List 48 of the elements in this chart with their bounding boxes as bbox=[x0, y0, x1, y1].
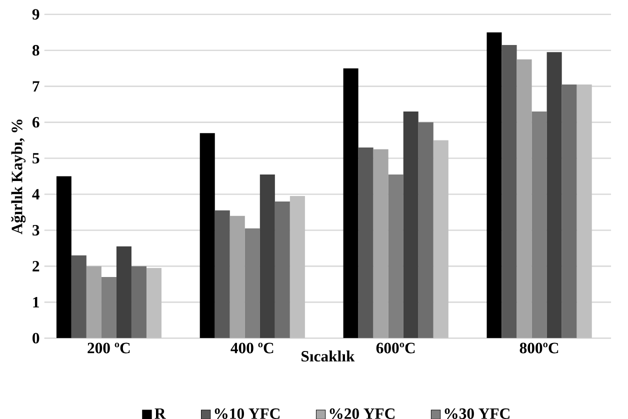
bar bbox=[546, 52, 562, 338]
bar bbox=[373, 149, 388, 338]
y-tick-label: 6 bbox=[32, 116, 40, 128]
y-tick-label: 1 bbox=[33, 296, 39, 308]
bar bbox=[290, 196, 305, 338]
bar bbox=[56, 176, 72, 338]
y-tick-label: 4 bbox=[32, 189, 40, 200]
bar bbox=[200, 133, 215, 338]
y-tick-label: 0 bbox=[32, 332, 40, 344]
bar bbox=[116, 246, 132, 338]
bar bbox=[418, 122, 434, 338]
x-tick-label: 400 ºC bbox=[230, 342, 274, 354]
legend-label: R bbox=[154, 408, 166, 419]
bar bbox=[358, 147, 374, 338]
bar bbox=[562, 84, 577, 338]
bar bbox=[343, 68, 358, 338]
y-tick-label: 9 bbox=[32, 9, 40, 20]
bar bbox=[516, 59, 532, 338]
x-tick-label: 600ºC bbox=[376, 342, 415, 354]
legend-label: %20 YFC bbox=[330, 408, 394, 419]
bar bbox=[131, 266, 146, 338]
bar bbox=[101, 276, 116, 338]
x-axis-title: Sıcaklık bbox=[302, 350, 355, 362]
y-tick-label: 3 bbox=[32, 224, 40, 236]
bar bbox=[433, 140, 448, 338]
bar bbox=[86, 266, 102, 338]
legend-label: %30 YFC bbox=[444, 408, 510, 419]
bar bbox=[146, 268, 162, 338]
bar bbox=[71, 255, 86, 338]
bar bbox=[486, 32, 502, 338]
bar bbox=[532, 111, 547, 338]
y-axis-title: Ağırlık Kaybı, % bbox=[11, 120, 26, 234]
legend-label: %10 YFC bbox=[214, 408, 280, 419]
y-tick-label: 8 bbox=[32, 45, 40, 56]
x-tick-label: 200 ºC bbox=[88, 342, 130, 354]
bar bbox=[274, 201, 290, 338]
bar bbox=[260, 174, 275, 338]
y-tick-label: 5 bbox=[32, 153, 40, 164]
bar bbox=[576, 84, 592, 338]
bar bbox=[214, 210, 230, 338]
bar bbox=[230, 216, 245, 338]
x-tick-label: 800ºC bbox=[520, 342, 558, 354]
bar bbox=[502, 44, 517, 338]
bar bbox=[388, 174, 404, 338]
bar bbox=[403, 111, 418, 338]
bar bbox=[244, 228, 260, 338]
y-tick-label: 2 bbox=[32, 260, 40, 272]
y-tick-label: 7 bbox=[32, 81, 40, 92]
